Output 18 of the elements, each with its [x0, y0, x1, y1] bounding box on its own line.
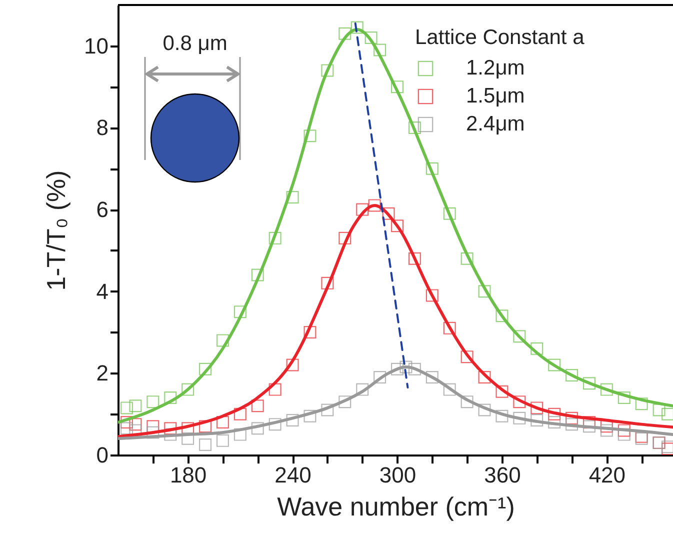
x-tick-label: 240: [274, 462, 312, 488]
legend-label: 1.5μm: [466, 84, 525, 108]
y-tick-label: 0: [96, 442, 108, 468]
y-tick-label: 2: [96, 360, 108, 386]
legend-title: Lattice Constant a: [415, 26, 585, 49]
legend-label: 1.2μm: [466, 56, 525, 80]
y-tick-label: 4: [96, 278, 108, 304]
x-tick-label: 300: [379, 462, 416, 488]
x-tick-label: 420: [588, 462, 626, 488]
y-axis-title: 1-T/T₀ (%): [41, 170, 72, 291]
x-axis-title: Wave number (cm⁻¹): [277, 492, 515, 522]
legend-label: 2.4μm: [466, 112, 525, 136]
annotation: 0.8 μm: [162, 32, 228, 55]
y-tick-label: 10: [84, 33, 108, 58]
x-tick-label: 180: [170, 462, 207, 488]
x-tick-label: 360: [484, 462, 521, 488]
y-tick-label: 6: [96, 197, 108, 222]
y-tick-label: 8: [96, 115, 108, 140]
